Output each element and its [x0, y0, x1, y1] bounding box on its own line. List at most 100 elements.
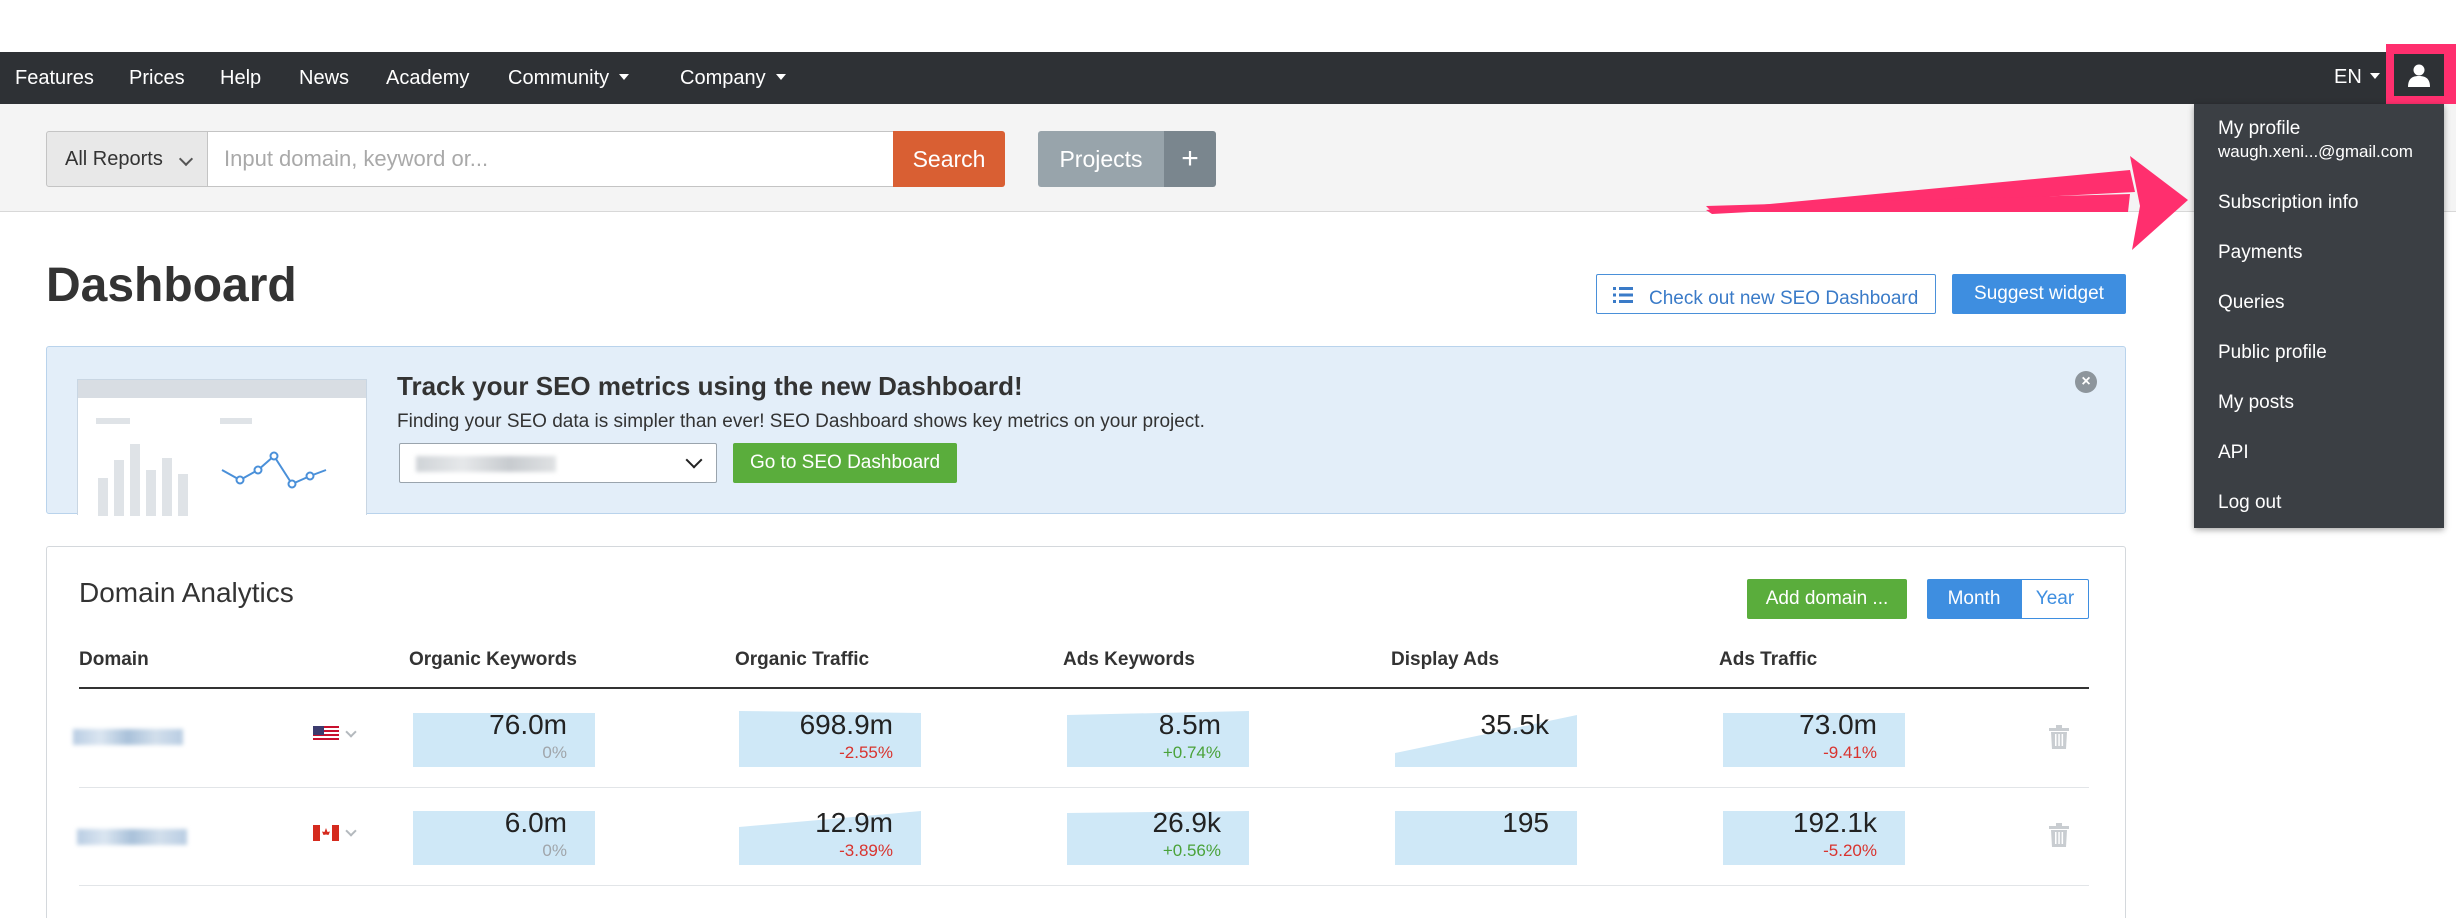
chart-illustration-icon: [96, 418, 327, 516]
column-header-display-ads: Display Ads: [1391, 649, 1500, 670]
metric-value: 12.9m: [815, 807, 893, 838]
column-header-domain: Domain: [79, 649, 149, 670]
period-month-toggle[interactable]: Month: [1927, 579, 2021, 619]
row-divider: [79, 787, 2089, 788]
metric-display-ads: 195: [1395, 805, 1577, 865]
trash-icon[interactable]: [2049, 725, 2069, 749]
metric-value: 26.9k: [1152, 807, 1222, 838]
annotation-arrow-icon: [1706, 156, 2188, 250]
new-seo-dashboard-button[interactable]: Check out new SEO Dashboard: [1596, 274, 1936, 314]
sparkline: [739, 811, 921, 865]
user-icon: [2408, 64, 2430, 87]
language-label: EN: [2334, 66, 2362, 88]
nav-news[interactable]: News: [299, 67, 350, 89]
row-divider: [79, 885, 2089, 886]
metric-value: 6.0m: [504, 807, 567, 838]
nav-company-label: Company: [680, 67, 766, 89]
go-to-seo-dashboard-button[interactable]: Go to SEO Dashboard: [733, 443, 957, 483]
column-header-ads-keywords: Ads Keywords: [1063, 649, 1195, 670]
menu-item-public-profile[interactable]: Public profile: [2218, 342, 2327, 363]
nav-help[interactable]: Help: [220, 67, 262, 89]
language-selector[interactable]: EN: [2334, 52, 2380, 104]
domain-analytics-panel: Domain Analytics Add domain ... Month Ye…: [46, 546, 2126, 918]
sparkline: [413, 713, 595, 767]
sparkline: [1067, 711, 1249, 767]
nav-community[interactable]: Community: [508, 52, 630, 104]
period-year-toggle[interactable]: Year: [2021, 579, 2089, 619]
metric-ads-keywords: 8.5m +0.74%: [1067, 707, 1249, 767]
page-title: Dashboard: [46, 259, 297, 312]
sparkline: [1395, 715, 1577, 767]
metric-organic-keywords: 76.0m 0%: [413, 707, 595, 767]
close-icon[interactable]: ×: [2075, 371, 2097, 393]
metric-value: 73.0m: [1799, 709, 1877, 740]
new-seo-dashboard-label: Check out new SEO Dashboard: [1649, 287, 1919, 309]
column-header-ads-traffic: Ads Traffic: [1719, 649, 1818, 670]
user-email: waugh.xeni...@gmail.com: [2218, 142, 2413, 161]
nav-features[interactable]: Features: [15, 67, 94, 89]
dashboard-illustration-icon: [77, 379, 367, 516]
menu-item-subscription-info[interactable]: Subscription info: [2218, 192, 2359, 213]
sparkline: [1395, 811, 1577, 865]
sparkline: [1723, 713, 1905, 767]
menu-item-api[interactable]: API: [2218, 442, 2249, 463]
banner-text: Finding your SEO data is simpler than ev…: [397, 411, 1205, 432]
metric-value: 35.5k: [1480, 709, 1550, 740]
chevron-down-icon: [775, 73, 786, 80]
sparkline: [1067, 811, 1249, 865]
column-header-organic-keywords: Organic Keywords: [409, 649, 577, 670]
metric-change: 0%: [542, 743, 567, 762]
project-select-value: [416, 456, 556, 472]
metric-change: -9.41%: [1823, 743, 1877, 762]
banner-title: Track your SEO metrics using the new Das…: [397, 371, 1023, 401]
nav-community-label: Community: [508, 67, 610, 89]
metric-change: +0.74%: [1162, 743, 1221, 762]
reports-select-label: All Reports: [65, 148, 163, 170]
add-domain-button[interactable]: Add domain ...: [1747, 579, 1907, 619]
reports-select[interactable]: All Reports: [46, 131, 208, 187]
chevron-down-icon[interactable]: [345, 825, 357, 837]
domain-link[interactable]: [73, 729, 183, 745]
menu-item-queries[interactable]: Queries: [2218, 292, 2285, 313]
user-menu-button[interactable]: [2386, 44, 2456, 104]
sparkline: [413, 811, 595, 865]
nav-prices[interactable]: Prices: [129, 67, 185, 89]
us-flag-icon: [313, 726, 339, 742]
metric-organic-keywords: 6.0m 0%: [413, 805, 595, 865]
suggest-widget-button[interactable]: Suggest widget: [1952, 274, 2126, 314]
nav-company[interactable]: Company: [680, 52, 786, 104]
ca-flag-icon: [313, 825, 339, 841]
metric-change: -3.89%: [839, 841, 893, 860]
menu-item-log-out[interactable]: Log out: [2218, 492, 2282, 513]
menu-item-payments[interactable]: Payments: [2218, 242, 2303, 263]
projects-button[interactable]: Projects: [1038, 131, 1164, 187]
project-select[interactable]: [399, 443, 717, 483]
seo-dashboard-banner: Track your SEO metrics using the new Das…: [46, 346, 2126, 516]
metric-organic-traffic: 698.9m -2.55%: [739, 707, 921, 767]
search-input[interactable]: [207, 131, 894, 187]
table-header-divider: [79, 687, 2089, 689]
sparkline: [739, 711, 921, 767]
metric-change: 0%: [542, 841, 567, 860]
chevron-down-icon: [178, 151, 194, 167]
menu-item-my-profile[interactable]: My profile: [2218, 118, 2301, 139]
column-header-organic-traffic: Organic Traffic: [735, 649, 870, 670]
search-button[interactable]: Search: [893, 131, 1005, 187]
metric-value: 8.5m: [1158, 709, 1221, 740]
metric-change: -2.55%: [839, 743, 893, 762]
search-band: All Reports Search Projects +: [0, 104, 2456, 212]
metric-value: 195: [1502, 807, 1549, 838]
illustration-titlebar: [78, 380, 366, 398]
metric-change: -5.20%: [1823, 841, 1877, 860]
chevron-down-icon[interactable]: [345, 726, 357, 738]
add-project-button[interactable]: +: [1164, 131, 1216, 187]
metric-value: 192.1k: [1792, 807, 1877, 838]
domain-link[interactable]: [77, 829, 187, 845]
trash-icon[interactable]: [2049, 823, 2069, 847]
chevron-down-icon: [2369, 72, 2380, 79]
menu-item-my-posts[interactable]: My posts: [2218, 392, 2295, 413]
metric-display-ads: 35.5k: [1395, 707, 1577, 767]
metric-organic-traffic: 12.9m -3.89%: [739, 805, 921, 865]
nav-academy[interactable]: Academy: [386, 67, 470, 89]
chevron-down-icon: [619, 73, 630, 80]
